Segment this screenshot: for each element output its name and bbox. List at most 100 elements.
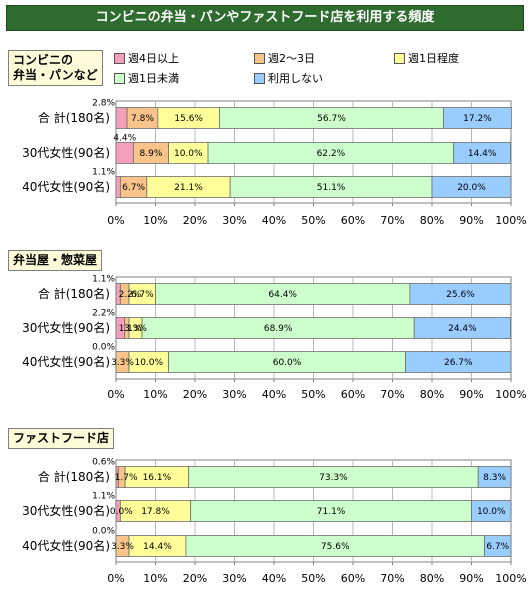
x-tick-label: 0% [107, 572, 124, 585]
data-label: 8.3% [483, 473, 506, 483]
data-label: 73.3% [319, 473, 348, 483]
data-label: 8.9% [140, 149, 163, 159]
data-label: 17.8% [141, 507, 170, 517]
x-tick-label: 0% [107, 388, 124, 401]
data-label: 1.1% [119, 324, 142, 334]
legend-item-4days: 週4日以上 [114, 52, 179, 66]
legend-swatch [114, 52, 125, 64]
x-tick-label: 40% [262, 388, 286, 401]
category-label: 合 計(180名) [38, 286, 110, 301]
x-tick-label: 50% [301, 388, 325, 401]
section-title-conveni: コンビニの 弁当・パンなど [8, 50, 103, 86]
x-tick-label: 90% [459, 388, 483, 401]
bar-segment [453, 142, 512, 164]
x-tick-label: 60% [341, 388, 365, 401]
x-tick-label: 60% [341, 214, 365, 227]
data-label: 75.6% [321, 542, 350, 552]
data-label: 16.1% [143, 473, 172, 483]
bar-segment [405, 351, 512, 373]
x-tick-label: 70% [380, 572, 404, 585]
x-tick-label: 0% [107, 214, 124, 227]
data-label: 21.1% [174, 183, 203, 193]
x-tick-label: 60% [341, 572, 365, 585]
x-tick-label: 20% [183, 572, 207, 585]
legend-label: 週1日未満 [128, 72, 179, 85]
legend-swatch [254, 72, 265, 84]
x-tick-label: 70% [380, 388, 404, 401]
legend-item-less-than-1day: 週1日未満 [114, 72, 179, 86]
legend-label: 週4日以上 [128, 52, 179, 65]
legend-item-not-used: 利用しない [254, 72, 323, 86]
x-tick-label: 40% [262, 214, 286, 227]
data-label: 51.1% [317, 183, 346, 193]
category-label: 合 計(180名) [38, 110, 110, 125]
bar-segment [413, 317, 512, 339]
bar-segment [115, 142, 134, 164]
data-label: 2.2% [119, 290, 142, 300]
x-tick-label: 10% [143, 572, 167, 585]
x-tick-label: 80% [420, 572, 444, 585]
data-label: 10.0% [477, 507, 506, 517]
legend-label: 利用しない [268, 72, 323, 85]
legend: 週4日以上 週2～3日 週1日程度 週1日未満 利用しない [112, 52, 522, 90]
data-label: 6.7% [131, 290, 154, 300]
category-label: 合 計(180名) [38, 469, 110, 484]
data-label: 3.3% [111, 358, 134, 368]
x-tick-label: 50% [301, 214, 325, 227]
x-tick-label: 50% [301, 572, 325, 585]
data-label: 0.0% [92, 527, 115, 537]
data-label: 20.0% [457, 183, 486, 193]
data-label: 1.7% [115, 473, 138, 483]
data-label: 10.0% [134, 358, 163, 368]
x-tick-label: 100% [495, 572, 526, 585]
data-label: 14.4% [143, 542, 172, 552]
data-label: 0.0% [92, 343, 115, 353]
data-label: 60.0% [273, 358, 302, 368]
bar-segment [409, 283, 512, 305]
data-label: 6.7% [122, 183, 145, 193]
x-tick-label: 20% [183, 388, 207, 401]
data-label: 3.3% [111, 542, 134, 552]
legend-swatch [394, 52, 405, 64]
data-label: 1.1% [92, 275, 115, 285]
data-label: 25.6% [446, 290, 475, 300]
x-tick-label: 40% [262, 572, 286, 585]
category-label: 30代女性(90名) [22, 503, 110, 518]
data-label: 14.4% [468, 149, 497, 159]
data-label: 3.3% [124, 324, 147, 334]
data-label: 0.0% [110, 507, 133, 517]
section-title-bento-shop: 弁当屋・惣菜屋 [8, 250, 103, 271]
bar-segment [484, 535, 512, 557]
category-label: 40代女性(90名) [22, 179, 110, 194]
x-tick-label: 30% [222, 572, 246, 585]
x-tick-label: 100% [495, 214, 526, 227]
x-tick-label: 70% [380, 214, 404, 227]
data-label: 10.0% [174, 149, 203, 159]
category-label: 30代女性(90名) [22, 320, 110, 335]
data-label: 71.1% [317, 507, 346, 517]
bar-segment [431, 176, 512, 198]
bar-segment [115, 176, 121, 198]
legend-label: 週1日程度 [408, 52, 459, 65]
data-label: 2.2% [92, 309, 115, 319]
bar-segment [477, 466, 512, 488]
data-label: 15.6% [174, 114, 203, 124]
x-tick-label: 30% [222, 214, 246, 227]
bar-segment [115, 107, 128, 129]
x-tick-label: 100% [495, 388, 526, 401]
x-tick-label: 80% [420, 214, 444, 227]
data-label: 2.8% [92, 99, 115, 109]
data-label: 1.1% [92, 168, 115, 178]
data-label: 4.4% [113, 134, 136, 144]
data-label: 6.7% [486, 542, 509, 552]
legend-item-1day: 週1日程度 [394, 52, 459, 66]
data-label: 7.8% [131, 114, 154, 124]
data-label: 56.7% [317, 114, 346, 124]
data-label: 68.9% [264, 324, 293, 334]
chart-main-title: コンビニの弁当・パンやファストフード店を利用する頻度 [6, 5, 524, 31]
data-label: 24.4% [448, 324, 477, 334]
data-label: 26.7% [444, 358, 473, 368]
x-tick-label: 90% [459, 572, 483, 585]
legend-swatch [114, 72, 125, 84]
data-label: 64.4% [268, 290, 297, 300]
